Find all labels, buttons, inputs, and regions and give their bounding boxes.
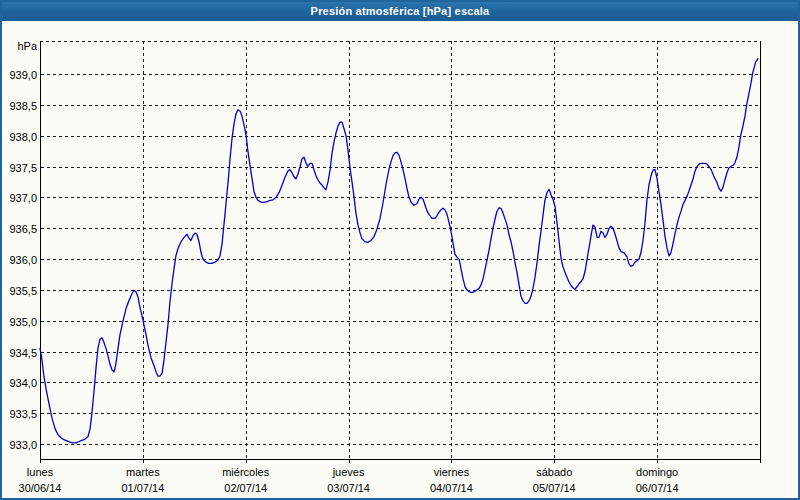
x-day-label: lunes (27, 466, 54, 478)
y-tick-label: 935,0 (9, 316, 37, 328)
y-tick-label: 933,0 (9, 439, 37, 451)
x-day-label: viernes (434, 466, 470, 478)
x-day-label: martes (126, 466, 160, 478)
x-date-label: 03/07/14 (327, 482, 370, 494)
x-day-label: jueves (332, 466, 365, 478)
y-tick-label: 935,5 (9, 285, 37, 297)
chart-area: 939,0 938,5 938,0 937,5 937,0 936,5 936,0 935,5… (2, 21, 798, 498)
y-tick-label: 933,5 (9, 408, 37, 420)
y-tick-label: 937,0 (9, 192, 37, 204)
x-date-label: 04/07/14 (430, 482, 473, 494)
title-bar: Presión atmosférica [hPa] escala (2, 2, 798, 21)
y-tick-label: 938,0 (9, 131, 37, 143)
x-date-label: 05/07/14 (533, 482, 576, 494)
x-date-label: 02/07/14 (224, 482, 267, 494)
y-tick-label: 934,5 (9, 347, 37, 359)
x-day-label: miércoles (222, 466, 270, 478)
y-axis-unit-label: hPa (17, 40, 37, 52)
x-day-label: sábado (536, 466, 572, 478)
chart-title: Presión atmosférica [hPa] escala (311, 5, 490, 17)
x-date-label: 01/07/14 (121, 482, 164, 494)
pressure-line (40, 59, 758, 443)
y-tick-label: 938,5 (9, 100, 37, 112)
x-date-label: 30/06/14 (19, 482, 62, 494)
x-day-label: domingo (636, 466, 678, 478)
y-tick-label: 937,5 (9, 162, 37, 174)
y-tick-label: 936,0 (9, 254, 37, 266)
y-tick-label: 934,0 (9, 377, 37, 389)
x-date-label: 06/07/14 (636, 482, 679, 494)
pressure-chart: 939,0 938,5 938,0 937,5 937,0 936,5 936,0 935,5… (2, 21, 798, 498)
y-tick-label: 939,0 (9, 69, 37, 81)
chart-window: Presión atmosférica [hPa] escala 939,093… (0, 0, 800, 500)
y-tick-label: 936,5 (9, 223, 37, 235)
